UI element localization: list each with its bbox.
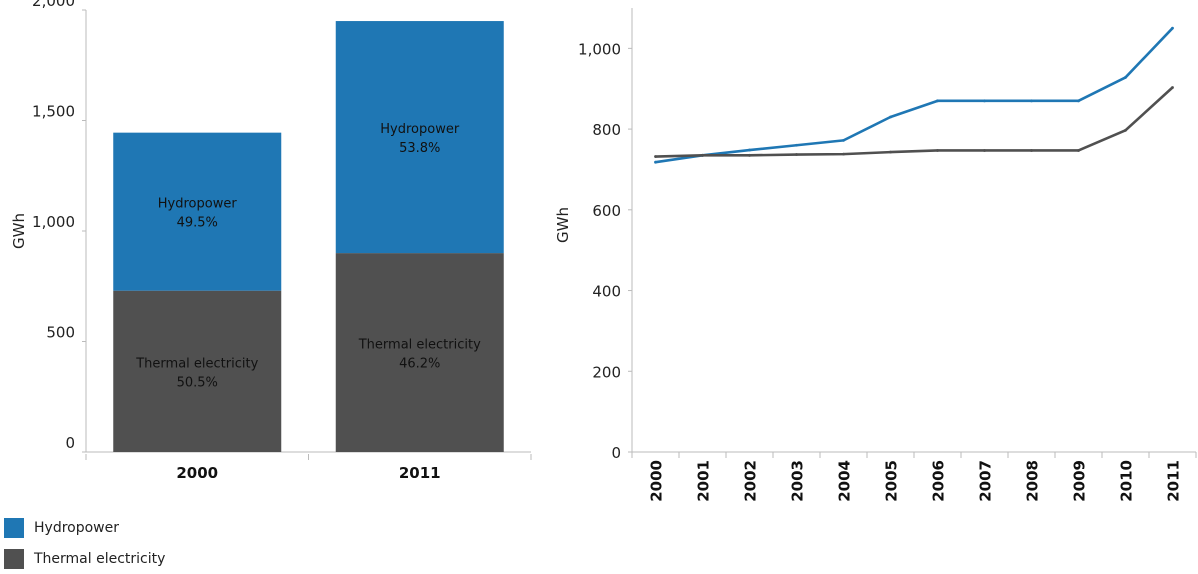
line-point-hydropower — [748, 148, 751, 152]
line-point-thermal-electricity — [936, 149, 939, 152]
bar-segment-thermal-electricity — [113, 290, 282, 452]
line-point-hydropower — [795, 143, 798, 147]
line-y-tick-label: 0 — [611, 444, 621, 462]
line-x-tick-label: 2011 — [1165, 460, 1183, 502]
line-y-axis-label: GWh — [554, 207, 572, 243]
line-x-tick-label: 2002 — [742, 460, 760, 502]
legend-swatch-hydropower — [4, 517, 24, 538]
legend-label-hydropower: Hydropower — [34, 519, 119, 536]
bar-segment-hydropower — [113, 132, 282, 291]
line-point-hydropower — [983, 99, 986, 103]
line-point-thermal-electricity — [1030, 149, 1033, 152]
bar-y-tick-label: 500 — [46, 324, 75, 342]
bar-segment-label: Thermal electricity 46.2% — [358, 338, 481, 372]
line-x-tick-label: 2010 — [1118, 460, 1136, 502]
line-point-hydropower — [1124, 76, 1127, 79]
legend-swatch-thermal-electricity — [4, 548, 24, 569]
line-y-tick-label: 1,000 — [578, 40, 621, 58]
bar-segment-label: Thermal electricity 50.5% — [135, 356, 258, 390]
line-x-tick-label: 2009 — [1071, 460, 1089, 502]
line-point-thermal-electricity — [889, 150, 892, 154]
line-series-hydropower — [655, 27, 1174, 164]
line-y-tick-label: 600 — [592, 202, 621, 220]
legend-item-hydropower: Hydropower — [4, 512, 165, 543]
line-point-thermal-electricity — [1124, 128, 1127, 132]
line-point-thermal-electricity — [748, 153, 751, 157]
line-x-tick-label: 2004 — [836, 460, 854, 502]
line-y-tick-label: 200 — [592, 363, 621, 381]
line-point-hydropower — [1030, 99, 1033, 103]
line-x-tick-label: 2006 — [930, 460, 948, 502]
line-series-thermal-electricity — [655, 86, 1174, 158]
legend: Hydropower Thermal electricity — [4, 512, 165, 574]
legend-label-thermal-electricity: Thermal electricity — [34, 550, 166, 567]
line-point-hydropower — [1171, 26, 1174, 30]
charts-canvas: 0 500 1,000 1,500 2,000 GWh Thermal electricit… — [10, 0, 1197, 502]
bar-y-tick-label: 2,000 — [32, 0, 75, 10]
line-point-thermal-electricity — [795, 153, 798, 156]
line-x-tick-label: 2003 — [789, 460, 807, 502]
line-x-tick-label: 2008 — [1024, 460, 1042, 502]
bar-category-label: 2000 — [176, 464, 218, 482]
bar-segment-label: Hydropower 49.5% — [158, 197, 238, 231]
bar-segment-label: Hydropower 53.8% — [380, 122, 460, 156]
bar-y-axis-label: GWh — [10, 213, 28, 249]
bar-segment-thermal-electricity — [335, 253, 504, 452]
line-x-tick-label: 2001 — [695, 460, 713, 502]
line-point-thermal-electricity — [1077, 149, 1080, 152]
line-y-tick-label: 400 — [592, 283, 621, 301]
line-x-tick-label: 2005 — [883, 460, 901, 502]
line-x-tick-label: 2000 — [648, 460, 666, 502]
line-point-hydropower — [889, 115, 892, 119]
line-y-tick-label: 800 — [592, 121, 621, 139]
line-point-hydropower — [936, 99, 939, 103]
line-point-thermal-electricity — [983, 149, 986, 152]
bar-category-label: 2011 — [399, 464, 441, 482]
line-point-hydropower — [654, 160, 657, 164]
line-point-hydropower — [842, 138, 845, 142]
line-point-thermal-electricity — [1171, 86, 1174, 89]
bar-y-tick-label: 1,500 — [32, 103, 75, 121]
legend-item-thermal-electricity: Thermal electricity — [4, 543, 165, 574]
line-point-thermal-electricity — [842, 152, 845, 156]
line-x-tick-label: 2007 — [977, 460, 995, 502]
line-point-thermal-electricity — [701, 153, 704, 157]
line-point-thermal-electricity — [654, 155, 657, 158]
bar-segment-hydropower — [335, 21, 504, 254]
bar-y-tick-label: 1,000 — [32, 213, 75, 231]
line-point-hydropower — [1077, 99, 1080, 103]
bar-y-tick-label: 0 — [65, 434, 75, 452]
